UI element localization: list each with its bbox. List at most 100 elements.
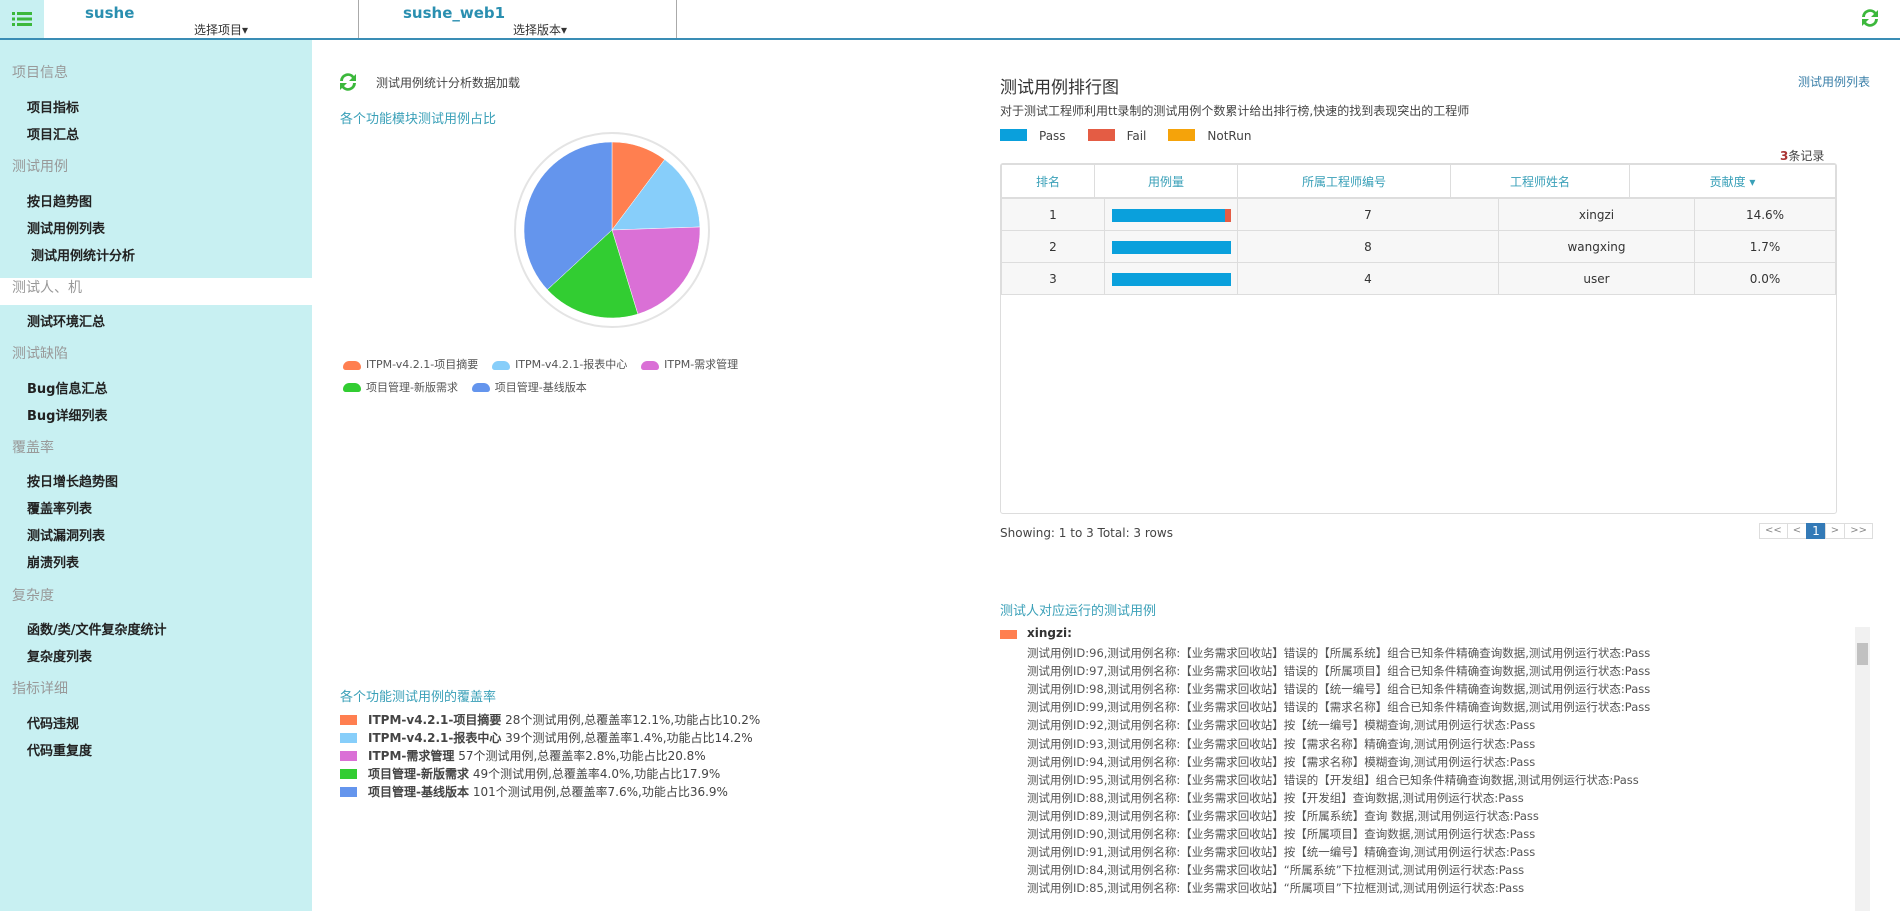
table-row[interactable]: 1 7 xingzi 14.6% [1001,198,1836,231]
col-contribution[interactable]: 贡献度 ▾ [1629,164,1836,198]
testcase-run-line: 测试用例ID:99,测试用例名称:【业务需求回收站】错误的【需求名称】组合已知条… [1027,700,1651,715]
col-engineer-id[interactable]: 所属工程师编号 [1237,164,1451,198]
sidebar-group-project-info: 项目信息 [12,65,68,81]
testcase-run-line: 测试用例ID:98,测试用例名称:【业务需求回收站】错误的【统一编号】组合已知条… [1027,682,1651,697]
active-item-highlight [0,278,312,305]
contribution-cell: 14.6% [1694,198,1836,231]
testcase-run-line: 测试用例ID:84,测试用例名称:【业务需求回收站】“所属系统”下拉框测试,测试… [1027,863,1525,878]
pie-slice[interactable] [523,141,613,291]
prev-page-button[interactable]: < [1786,523,1808,539]
col-engineer-name[interactable]: 工程师姓名 [1450,164,1630,198]
last-page-button[interactable]: >> [1844,523,1873,539]
table-row[interactable]: 3 4 user 0.0% [1001,262,1836,295]
pass-bar [1111,272,1231,286]
select-project-dropdown[interactable]: 选择项目▾ [194,23,249,37]
engineer-id-cell: 8 [1237,230,1499,263]
sidebar-item-code-duplication[interactable]: 代码重复度 [27,744,93,759]
sidebar-item-complexity-list[interactable]: 复杂度列表 [27,650,93,665]
pie-slice[interactable] [546,229,639,319]
sidebar-group-testcases: 测试用例 [12,159,68,175]
version-name: sushe_web1 [403,4,506,22]
runs-title: 测试人对应运行的测试用例 [1000,604,1157,619]
sidebar-item-crash-list[interactable]: 崩溃列表 [27,556,80,571]
legend-item[interactable]: 项目管理-基线版本 [471,377,587,399]
cases-bar [1111,272,1231,286]
menu-toggle-button[interactable] [0,0,44,38]
sidebar-item-growth-trend[interactable]: 按日增长趋势图 [27,475,119,490]
legend-swatch-icon [343,383,361,392]
legend-item[interactable]: ITPM-v4.2.1-报表中心 [492,354,627,376]
select-version-dropdown[interactable]: 选择版本▾ [513,23,568,37]
header-divider [676,0,677,38]
sidebar-item-bug-summary[interactable]: Bug信息汇总 [27,382,108,397]
sidebar-item-daily-trend[interactable]: 按日趋势图 [27,195,93,210]
coverage-desc: 28个测试用例,总覆盖率12.1%,功能占比10.2% [505,713,761,727]
load-title: 测试用例统计分析数据加载 [376,76,521,90]
pie-slice[interactable] [611,226,701,315]
table-row[interactable]: 2 8 wangxing 1.7% [1001,230,1836,263]
testcase-run-line: 测试用例ID:91,测试用例名称:【业务需求回收站】按【统一编号】精确查询,测试… [1027,845,1536,860]
first-page-button[interactable]: << [1759,523,1788,539]
coverage-name: 项目管理-基线版本 [368,785,469,799]
legend-item[interactable]: ITPM-v4.2.1-项目摘要 [343,354,478,376]
coverage-row: 项目管理-新版需求 49个测试用例,总覆盖率4.0%,功能占比17.9% [340,765,720,782]
refresh-icon[interactable] [1858,6,1882,30]
contribution-cell: 1.7% [1694,230,1836,263]
legend-swatch-icon [641,360,660,370]
sidebar-item-testcase-stats[interactable]: 测试用例统计分析 [31,249,136,264]
legend-item[interactable]: 项目管理-新版需求 [343,377,458,399]
color-swatch [340,714,357,725]
pie-outer-ring [514,132,710,328]
coverage-desc: 49个测试用例,总覆盖率4.0%,功能占比17.9% [472,767,721,781]
color-swatch [340,732,357,743]
sidebar-item-testcase-list[interactable]: 测试用例列表 [27,222,106,237]
legend-label: ITPM-v4.2.1-项目摘要 [366,358,479,371]
engineer-name-cell: user [1498,262,1695,295]
pie-slice[interactable] [611,159,701,231]
sidebar-item-env-summary[interactable]: 测试环境汇总 [27,315,106,330]
sidebar-item-coverage-list[interactable]: 覆盖率列表 [27,502,93,517]
next-page-button[interactable]: > [1824,523,1846,539]
pagination: << < 1 > >> [1759,523,1873,539]
testcase-run-line: 测试用例ID:92,测试用例名称:【业务需求回收站】按【统一编号】模糊查询,测试… [1027,718,1536,733]
record-count: 3条记录 [1780,147,1824,164]
scrollbar-thumb[interactable] [1857,643,1868,665]
sidebar-item-complexity-stats[interactable]: 函数/类/文件复杂度统计 [27,623,167,638]
legend-label: ITPM-需求管理 [664,358,739,371]
testcase-run-line: 测试用例ID:85,测试用例名称:【业务需求回收站】“所属项目”下拉框测试,测试… [1027,881,1525,896]
col-cases[interactable]: 用例量 [1094,164,1238,198]
sidebar-item-project-metrics[interactable]: 项目指标 [27,101,80,116]
testcase-run-line: 测试用例ID:90,测试用例名称:【业务需求回收站】按【所属项目】查询数据,测试… [1027,827,1536,841]
legend-label: 项目管理-新版需求 [366,380,458,394]
testcase-run-line: 测试用例ID:94,测试用例名称:【业务需求回收站】按【需求名称】模糊查询,测试… [1027,754,1536,769]
record-count-number: 3 [1780,149,1789,163]
coverage-row: ITPM-v4.2.1-项目摘要 28个测试用例,总覆盖率12.1%,功能占比1… [340,711,760,728]
sidebar-item-project-summary[interactable]: 项目汇总 [27,128,80,143]
legend-label: 项目管理-基线版本 [494,380,587,394]
legend-swatch-icon [492,360,511,370]
ranking-title: 测试用例排行图 [1000,78,1119,98]
color-swatch [340,786,357,797]
engineer-id-cell: 4 [1237,262,1499,295]
reload-data-icon[interactable] [336,70,360,94]
coverage-row: ITPM-需求管理 57个测试用例,总覆盖率2.8%,功能占比20.8% [340,747,706,764]
sidebar-item-bug-list[interactable]: Bug详细列表 [27,409,108,424]
sidebar-item-gap-list[interactable]: 测试漏洞列表 [27,529,106,544]
tester-swatch [1000,630,1017,639]
sidebar-item-code-violations[interactable]: 代码违规 [27,717,80,732]
coverage-desc: 57个测试用例,总覆盖率2.8%,功能占比20.8% [458,749,706,763]
cases-bar-cell [1104,230,1238,263]
col-rank[interactable]: 排名 [1001,164,1095,198]
pass-bar [1111,240,1231,254]
sidebar-group-coverage: 覆盖率 [12,440,54,456]
runs-scrollbar[interactable] [1855,627,1870,911]
page-1-button[interactable]: 1 [1806,523,1826,539]
ranking-table-body: 1 7 xingzi 14.6% 2 8 wangxing 1.7% 3 4 use… [1001,198,1836,295]
coverage-name: ITPM-需求管理 [368,749,455,763]
status-legend: Pass Fail NotRun [1000,129,1251,143]
ranking-table-container: 排名 用例量 所属工程师编号 工程师姓名 贡献度 ▾ 1 7 xingzi 14… [1000,163,1837,514]
testcase-list-link[interactable]: 测试用例列表 [1798,75,1871,89]
legend-item[interactable]: ITPM-需求管理 [641,354,738,376]
testcase-run-line: 测试用例ID:95,测试用例名称:【业务需求回收站】错误的【开发组】组合已知条件… [1027,772,1639,787]
pagination-info: Showing: 1 to 3 Total: 3 rows [1000,526,1173,540]
